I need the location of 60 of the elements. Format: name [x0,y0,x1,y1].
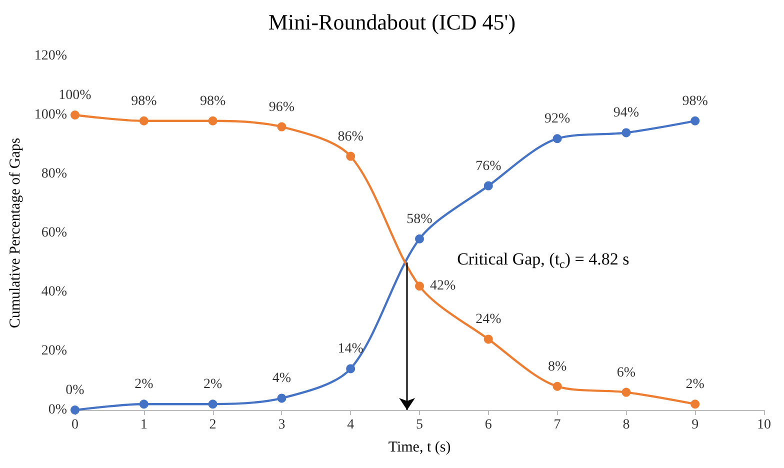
x-tick-label: 6 [484,418,492,432]
y-tick-label: 80% [41,166,68,182]
data-label: 96% [268,100,295,115]
point [277,394,286,403]
chart-title: Mini-Roundabout (ICD 45') [268,10,516,34]
point [690,400,700,409]
point [346,364,356,374]
y-tick-label: 40% [41,284,68,300]
point [552,382,562,391]
data-label: 100% [58,88,92,103]
y-tick-label: 60% [41,226,68,240]
data-label: 2% [134,377,154,392]
y-axis-title: Cumulative Percentage of Gaps [8,138,24,328]
data-label: 86% [338,129,364,144]
x-tick-label: 5 [416,418,423,432]
data-label: 98% [200,94,226,109]
data-label: 2% [203,377,222,392]
point [346,152,356,161]
x-tick-label: 9 [692,418,699,432]
point [552,134,562,144]
point [139,116,148,126]
data-label: 14% [338,342,364,357]
x-tick-label: 8 [622,418,630,432]
point [484,334,493,344]
y-tick-label: 100% [34,108,68,122]
y-tick-label: 20% [41,344,68,358]
y-tick-label: 0% [48,402,68,418]
data-label: 24% [476,312,502,328]
x-tick-label: 7 [554,418,561,432]
data-label: 94% [613,106,640,121]
point [690,116,700,126]
x-axis-title: Time, t (s) [388,440,451,456]
point [484,181,493,190]
data-label: 92% [544,112,570,127]
x-tick-label: 2 [209,418,216,432]
point [208,116,218,126]
data-label: 0% [66,383,85,398]
data-label: 58% [406,212,433,227]
point [415,234,424,244]
point [139,400,148,409]
point [277,122,286,132]
point [208,400,218,409]
y-tick-label: 120% [34,48,68,64]
data-label: 6% [616,365,636,380]
x-tick-label: 3 [278,418,286,432]
data-label: 42% [430,278,456,294]
data-label: 98% [682,94,708,109]
data-label: 76% [476,158,502,174]
point [622,128,631,138]
point [622,388,631,397]
data-label: 98% [131,94,158,109]
point [415,282,424,291]
data-label: 2% [686,377,705,392]
x-tick-label: 4 [347,418,354,432]
point [70,110,80,120]
x-tick-label: 0 [72,418,78,432]
x-tick-label: 1 [140,418,148,432]
data-label: 8% [548,359,567,374]
x-tick-label: 10 [757,418,771,432]
data-label: 4% [272,371,292,386]
